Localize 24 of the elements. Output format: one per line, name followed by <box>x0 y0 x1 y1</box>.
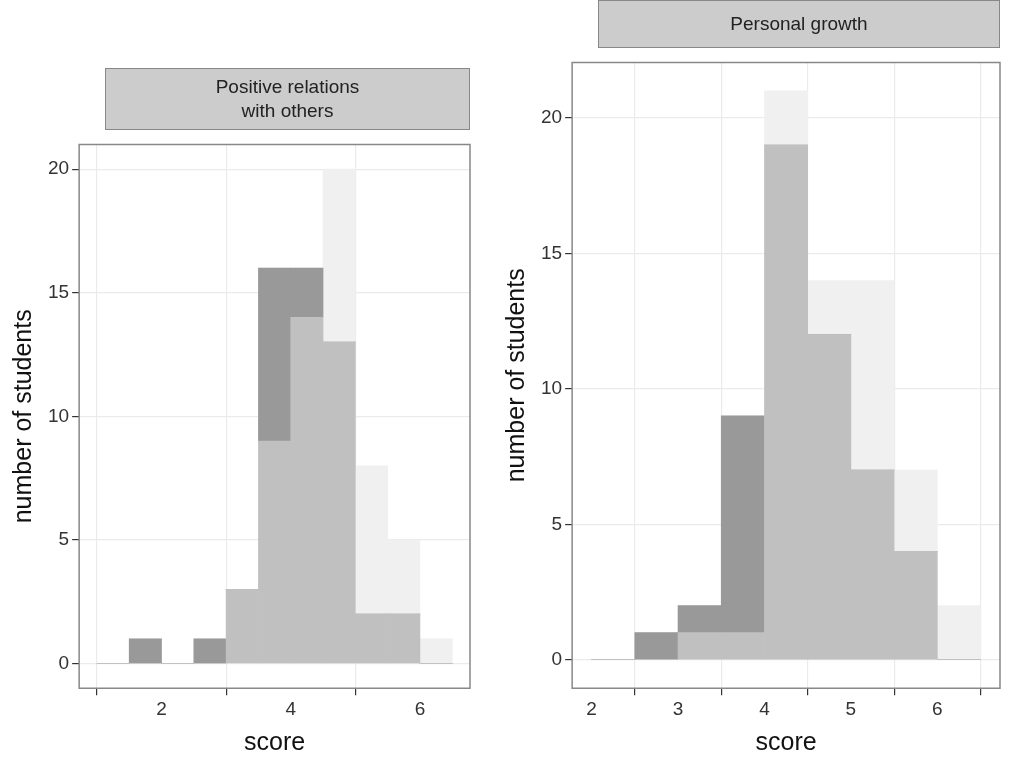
y-tick-label: 10 <box>540 377 563 399</box>
y-tick-label: 15 <box>47 280 70 302</box>
y-tick-label: 10 <box>47 404 70 426</box>
y-tick-label: 20 <box>540 106 563 128</box>
y-tick-label: 5 <box>551 512 563 534</box>
x-tick-label: 4 <box>285 697 297 719</box>
y-tick-label: 0 <box>551 647 563 669</box>
x-tick-label: 6 <box>414 697 426 719</box>
y-axis-title: number of students <box>7 309 36 524</box>
x-tick-label: 6 <box>932 697 943 719</box>
x-axis-title: score <box>244 726 306 755</box>
x-tick-label: 4 <box>759 697 771 719</box>
chart-title: Personal growth <box>598 0 1000 48</box>
x-tick-label: 5 <box>845 697 857 719</box>
y-tick-label: 15 <box>540 241 563 263</box>
x-tick-label: 3 <box>672 697 684 719</box>
y-tick-label: 20 <box>47 157 70 179</box>
x-tick-label: 2 <box>156 697 167 719</box>
chart-title: Positive relations with others <box>105 68 470 130</box>
y-axis-title: number of students <box>500 268 529 483</box>
x-tick-label: 2 <box>586 697 597 719</box>
x-axis-title: score <box>755 726 817 755</box>
y-tick-label: 5 <box>58 528 70 550</box>
y-tick-label: 0 <box>58 651 70 673</box>
